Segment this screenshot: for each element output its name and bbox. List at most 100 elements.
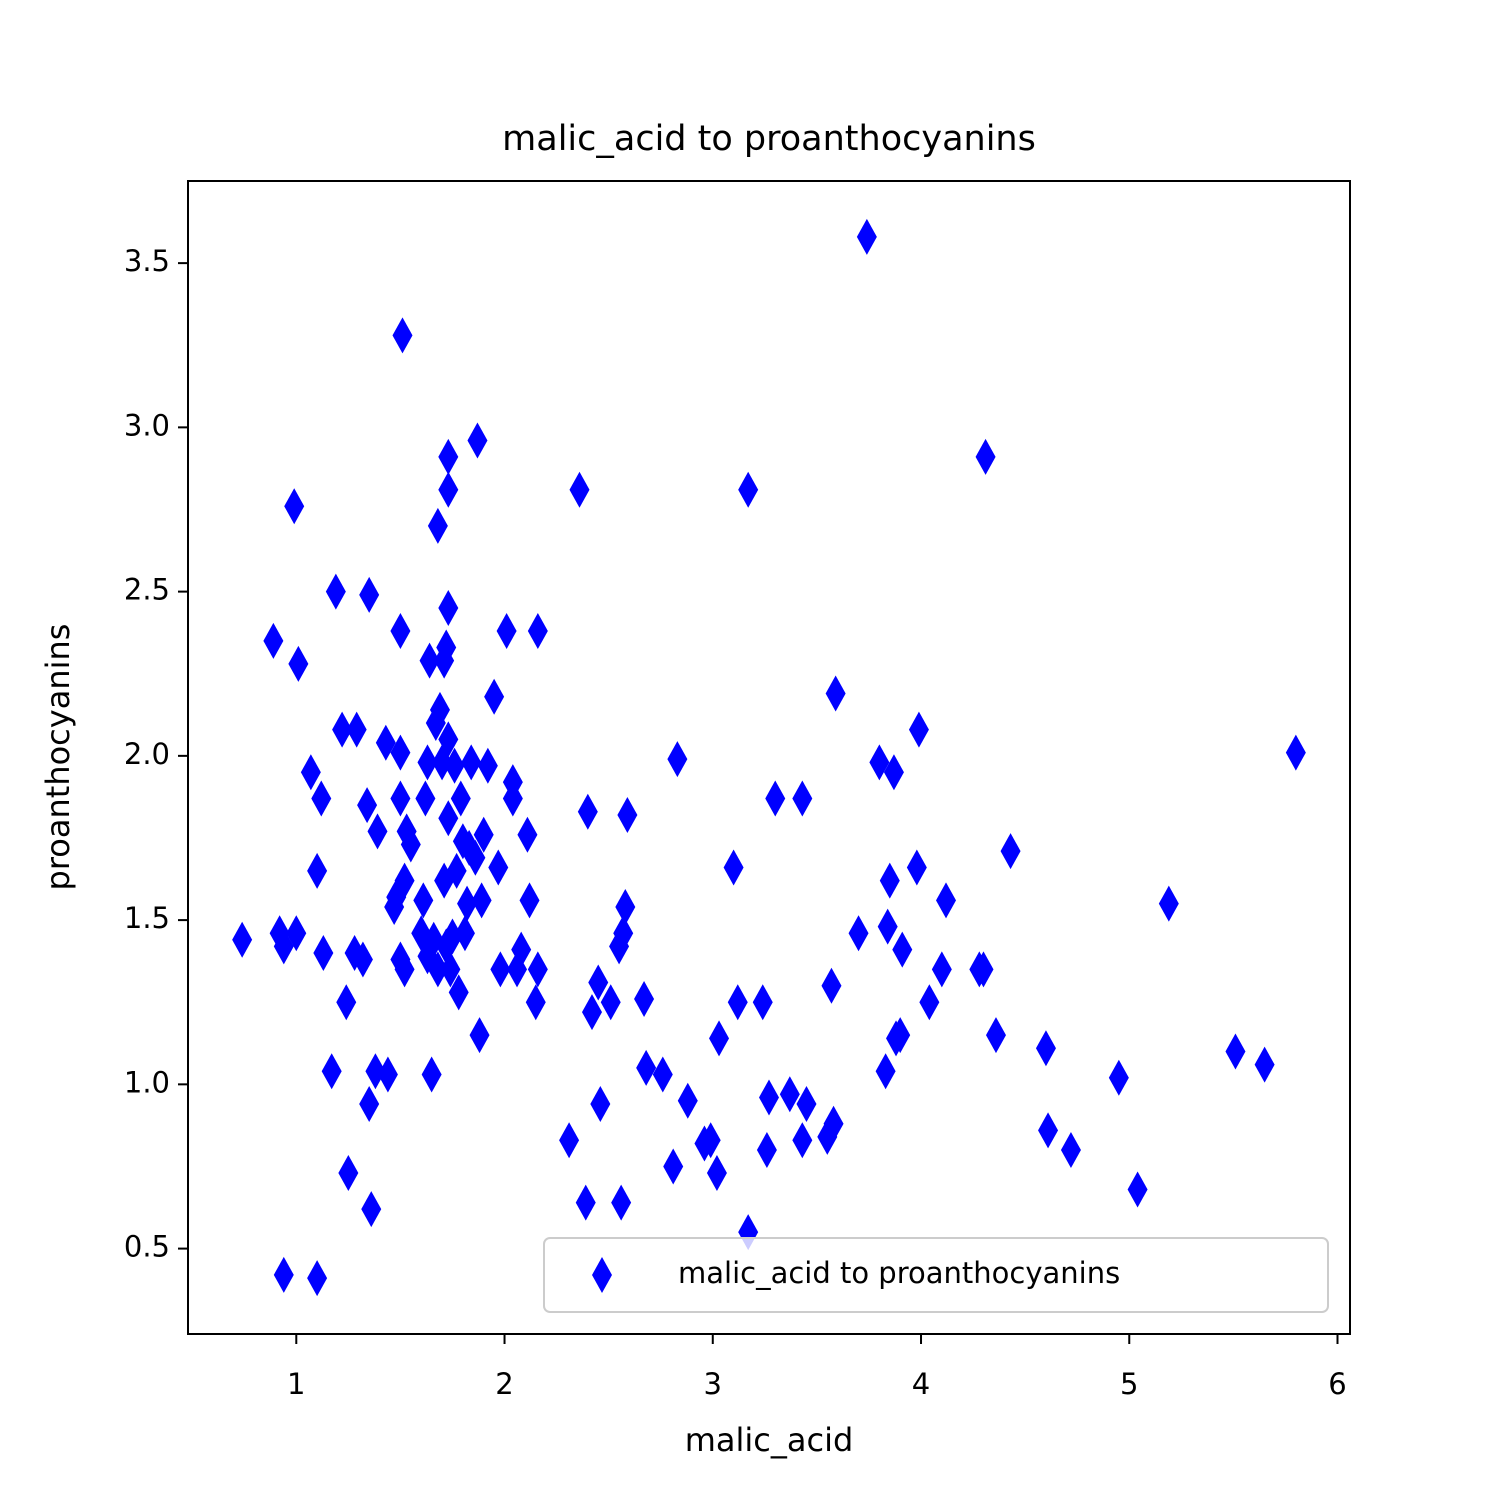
point xyxy=(394,862,415,899)
x-tick-label: 5 xyxy=(1120,1367,1138,1401)
point xyxy=(634,980,655,1017)
point xyxy=(346,711,367,748)
point xyxy=(892,931,913,968)
point xyxy=(325,573,346,610)
point xyxy=(377,1056,398,1093)
y-tick-label: 0.5 xyxy=(124,1230,170,1264)
point xyxy=(600,984,621,1021)
point xyxy=(367,813,388,850)
point xyxy=(473,816,494,853)
point xyxy=(906,849,927,886)
y-tick-label: 1.5 xyxy=(124,901,170,935)
point xyxy=(700,1122,721,1159)
point xyxy=(438,721,459,758)
point xyxy=(448,974,469,1011)
point xyxy=(667,741,688,778)
point xyxy=(427,951,448,988)
point xyxy=(469,1017,490,1054)
point xyxy=(471,882,492,919)
point xyxy=(752,984,773,1021)
point xyxy=(869,744,890,781)
point xyxy=(461,744,482,781)
legend: malic_acid to proanthocyanins xyxy=(543,1237,1329,1313)
legend-label: malic_acid to proanthocyanins xyxy=(678,1256,1120,1290)
point xyxy=(581,994,602,1031)
point xyxy=(490,951,511,988)
point xyxy=(394,951,415,988)
point xyxy=(727,984,748,1021)
point xyxy=(709,1020,730,1057)
point xyxy=(352,941,373,978)
point xyxy=(823,1105,844,1142)
point xyxy=(390,734,411,771)
point xyxy=(392,317,413,354)
y-tick-label: 1.0 xyxy=(124,1065,170,1099)
point xyxy=(477,747,498,784)
x-tick-label: 1 xyxy=(287,1367,305,1401)
point xyxy=(879,862,900,899)
y-tick-label: 3.5 xyxy=(124,244,170,278)
point xyxy=(454,915,475,952)
point xyxy=(756,1132,777,1169)
point xyxy=(677,1082,698,1119)
point xyxy=(359,576,380,613)
x-tick-label: 4 xyxy=(912,1367,930,1401)
point xyxy=(438,590,459,627)
point xyxy=(919,984,940,1021)
point xyxy=(706,1155,727,1192)
point xyxy=(759,1079,779,1116)
point xyxy=(527,951,548,988)
point xyxy=(427,507,448,544)
point xyxy=(525,984,546,1021)
point xyxy=(738,471,759,508)
point xyxy=(663,1148,684,1185)
y-tick-label: 2.0 xyxy=(124,737,170,771)
point xyxy=(288,645,309,682)
point xyxy=(332,711,353,748)
point xyxy=(875,1053,896,1090)
point xyxy=(313,934,334,971)
point xyxy=(590,1086,611,1123)
point xyxy=(890,1017,911,1054)
y-tick-label: 3.0 xyxy=(124,408,170,442)
x-axis-label: malic_acid xyxy=(685,1421,854,1459)
point xyxy=(419,642,440,679)
point xyxy=(615,888,636,925)
point xyxy=(446,852,467,889)
point xyxy=(519,882,540,919)
point xyxy=(421,1056,442,1093)
point xyxy=(856,218,877,255)
point xyxy=(985,1017,1006,1054)
point xyxy=(636,1049,657,1086)
point xyxy=(1060,1132,1081,1169)
point xyxy=(1127,1171,1148,1208)
point xyxy=(1158,885,1179,922)
point xyxy=(527,613,548,650)
point xyxy=(415,780,436,817)
x-tick-label: 2 xyxy=(495,1367,513,1401)
point xyxy=(457,885,478,922)
point xyxy=(484,678,505,715)
point xyxy=(467,422,488,459)
point xyxy=(390,780,411,817)
point xyxy=(321,1053,342,1090)
point xyxy=(338,1155,359,1192)
point xyxy=(413,882,434,919)
point xyxy=(779,1076,800,1113)
point xyxy=(438,800,459,837)
point xyxy=(1000,833,1021,870)
point xyxy=(613,915,634,952)
point xyxy=(973,951,994,988)
point xyxy=(263,622,284,659)
point xyxy=(825,675,846,712)
point xyxy=(792,780,813,817)
x-tick-label: 6 xyxy=(1328,1367,1346,1401)
point xyxy=(300,754,321,791)
point xyxy=(488,849,509,886)
point xyxy=(1285,734,1306,771)
point xyxy=(465,839,486,876)
point xyxy=(286,915,307,952)
point xyxy=(1254,1046,1275,1083)
point xyxy=(1035,1030,1056,1067)
